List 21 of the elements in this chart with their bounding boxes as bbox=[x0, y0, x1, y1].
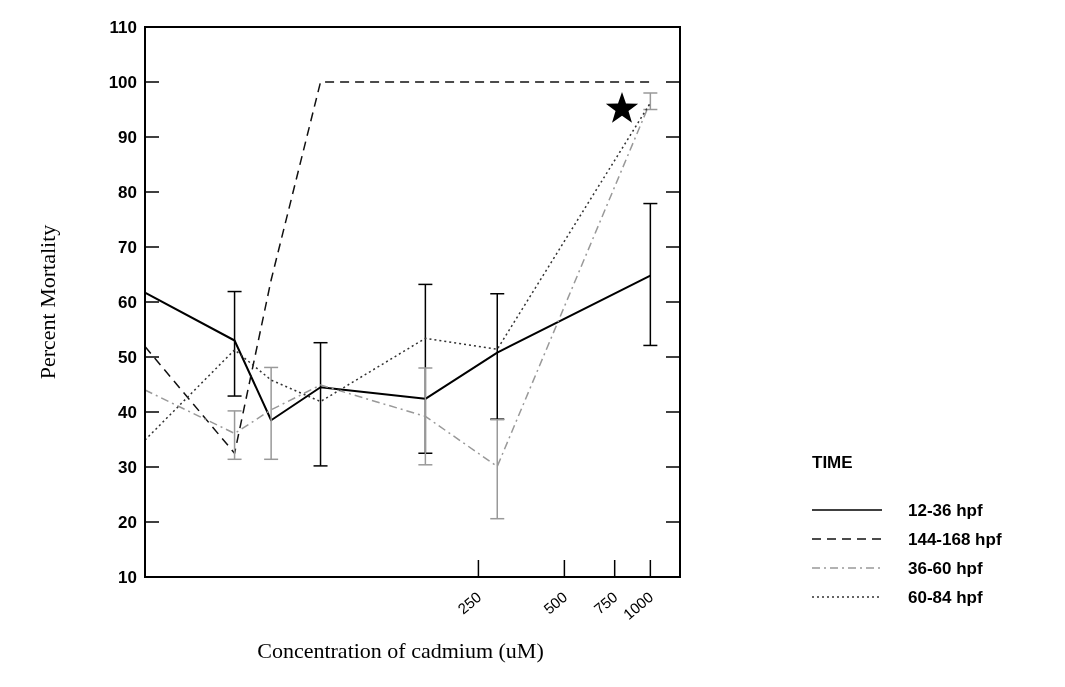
y-tick-label: 100 bbox=[108, 72, 137, 92]
legend-label: 60-84 hpf bbox=[908, 587, 983, 607]
x-tick-label: 250 bbox=[454, 588, 485, 618]
x-axis-title: Concentration of cadmium (uM) bbox=[257, 638, 544, 663]
y-tick-label: 20 bbox=[118, 512, 137, 532]
y-tick-label: 50 bbox=[118, 347, 137, 367]
y-tick-label: 70 bbox=[118, 237, 137, 257]
y-tick-label: 30 bbox=[118, 457, 137, 477]
y-axis-title: Percent Mortality bbox=[35, 224, 60, 380]
legend-label: 12-36 hpf bbox=[908, 500, 983, 520]
y-tick-label: 90 bbox=[118, 127, 137, 147]
y-tick-label: 40 bbox=[118, 402, 137, 422]
legend-label: 36-60 hpf bbox=[908, 558, 983, 578]
x-tick-label: 500 bbox=[540, 588, 571, 618]
y-tick-label: 110 bbox=[109, 17, 137, 37]
legend-label: 144-168 hpf bbox=[908, 529, 1002, 549]
legend-title: TIME bbox=[812, 453, 853, 472]
y-tick-label: 80 bbox=[118, 182, 137, 202]
y-tick-label: 10 bbox=[118, 567, 137, 587]
x-tick-label: 750 bbox=[590, 588, 621, 618]
y-tick-label: 60 bbox=[118, 292, 137, 312]
